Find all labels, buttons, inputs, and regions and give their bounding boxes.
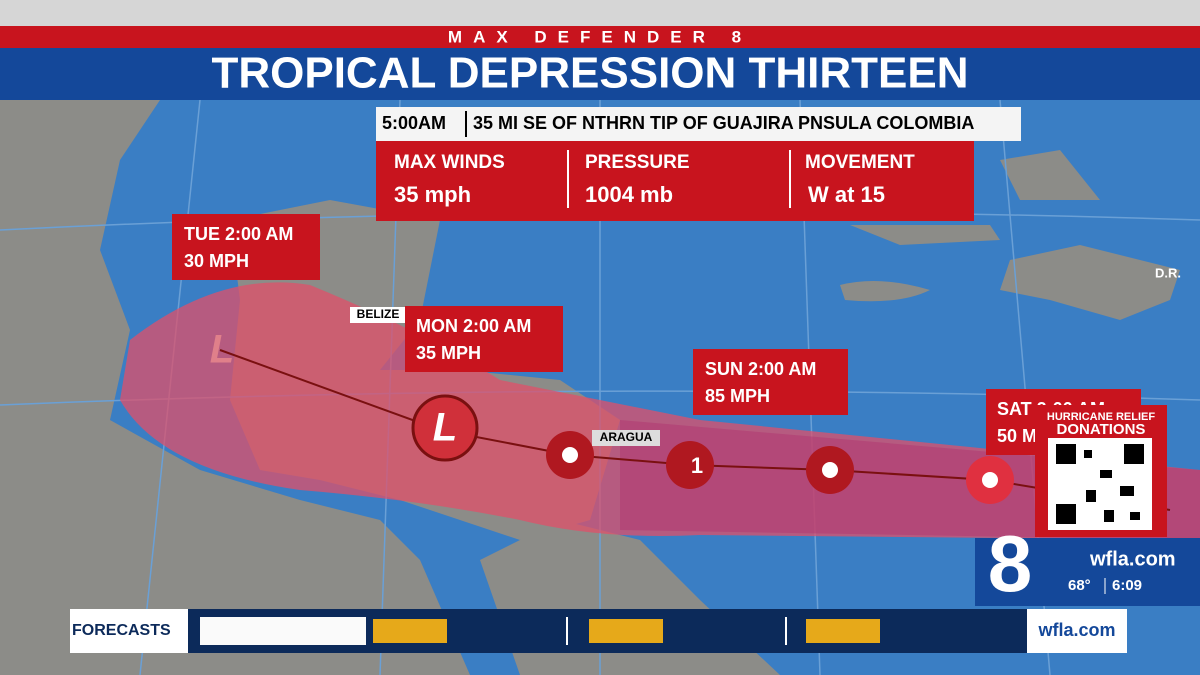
- low-marker: [411, 394, 479, 462]
- forecast-box: [405, 306, 563, 372]
- title: TROPICAL DEPRESSION THIRTEEN: [211, 49, 968, 98]
- ticker-site: wfla.com: [1037, 620, 1115, 640]
- station-logo-bg: [975, 538, 1200, 606]
- forecast-time: TUE 2:00 AM: [184, 224, 293, 244]
- clock: 6:09: [1112, 577, 1142, 594]
- land: [0, 100, 470, 675]
- forecast-wind: 35 MPH: [416, 343, 481, 363]
- forecast-box: [693, 349, 848, 415]
- forecast-wind: 30 MPH: [184, 251, 249, 271]
- promo-line: DONATIONS: [1057, 421, 1146, 438]
- stat-value: 35 mph: [394, 182, 471, 207]
- stat-value: 1004 mb: [585, 182, 673, 207]
- hurricane-eye: [562, 447, 578, 463]
- forecast-box: [172, 214, 320, 280]
- stat-label: MAX WINDS: [394, 152, 505, 173]
- temperature: 68°: [1068, 577, 1091, 594]
- ticker-block: [373, 619, 447, 643]
- advisory-location: 35 MI SE OF NTHRN TIP OF GUAJIRA PNSULA …: [473, 113, 974, 133]
- ticker-block: [806, 619, 880, 643]
- label-bg: [592, 430, 660, 446]
- station-site: wfla.com: [1089, 548, 1176, 570]
- advisory-time: 5:00AM: [382, 113, 446, 133]
- storm-eye: [982, 472, 998, 488]
- stat-label: MOVEMENT: [805, 152, 915, 173]
- title-bar: [0, 48, 1200, 100]
- channel-number: 8: [988, 519, 1033, 608]
- promo-line: HURRICANE RELIEF: [1047, 411, 1155, 423]
- hurricane-icon: [666, 441, 714, 489]
- ticker-label-bg: [70, 609, 188, 653]
- ticker-label: FORECASTS: [72, 622, 171, 639]
- place-label: D.R.: [1155, 265, 1181, 280]
- stat-value: W at 15: [808, 182, 885, 207]
- island: [840, 281, 930, 302]
- forecast-time: MON 2:00 AM: [416, 316, 531, 336]
- island: [1000, 245, 1180, 320]
- ticker-block: [200, 617, 366, 645]
- island: [1000, 150, 1100, 200]
- ticker-block: [589, 619, 663, 643]
- storm-eye: [822, 462, 838, 478]
- qr-pattern: [1056, 444, 1144, 524]
- top-strip: [0, 0, 1200, 26]
- brand-bar: [0, 26, 1200, 48]
- stats-box: [376, 141, 974, 221]
- low-icon: L: [433, 406, 457, 450]
- storm-number: 1: [691, 453, 703, 478]
- ticker-logo-bg: [1027, 609, 1127, 653]
- label-bg: [350, 307, 406, 323]
- island: [850, 225, 1000, 245]
- stat-label: PRESSURE: [585, 152, 690, 173]
- forecast-time: SUN 2:00 AM: [705, 359, 816, 379]
- low-icon: L: [210, 328, 234, 372]
- advisory-bar: [376, 107, 1021, 141]
- place-label: ARAGUA: [600, 430, 653, 444]
- forecast-wind: 85 MPH: [705, 386, 770, 406]
- brand: MAX DEFENDER 8: [448, 27, 752, 46]
- place-label: BELIZE: [357, 307, 400, 321]
